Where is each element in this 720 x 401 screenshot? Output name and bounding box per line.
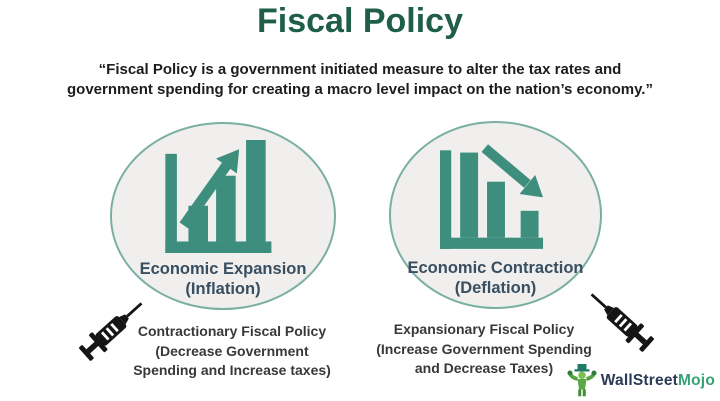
syringe-icon-left [79, 302, 143, 361]
contraction-label-line-2: (Deflation) [454, 279, 537, 297]
contractionary-caption: Contractionary Fiscal Policy (Decrease G… [103, 322, 361, 381]
economic-contraction-circle: Economic Contraction (Deflation) [389, 121, 602, 309]
expansion-label-line-2: (Inflation) [185, 280, 261, 298]
expansion-label: Economic Expansion (Inflation) [112, 259, 334, 299]
contraction-label: Economic Contraction (Deflation) [391, 258, 600, 298]
definition-quote: “Fiscal Policy is a government initiated… [20, 60, 700, 100]
contractionary-caption-line-3: Spending and Increase taxes) [133, 362, 331, 378]
logo-text: WallStreetMojo [601, 372, 715, 390]
logo-text-wallstreet: WallStreet [600, 371, 679, 389]
economic-expansion-circle: Economic Expansion (Inflation) [110, 122, 336, 310]
bar-chart-down-arrow-icon [439, 144, 543, 249]
contractionary-caption-line-2: (Decrease Government [155, 342, 309, 359]
expansionary-caption-line-1: Expansionary Fiscal Policy [393, 321, 575, 337]
quote-line-2: government spending for creating a macro… [67, 81, 653, 98]
contraction-label-line-1: Economic Contraction [407, 259, 584, 277]
wallstreetmojo-logo: WallStreetMojo [567, 364, 715, 397]
expansion-label-line-1: Economic Expansion [139, 260, 307, 278]
bar-chart-up-arrow-icon [165, 140, 272, 253]
expansionary-caption: Expansionary Fiscal Policy (Increase Gov… [358, 320, 610, 379]
expansionary-caption-line-2: (Increase Government Spending [376, 340, 592, 357]
syringe-icon-right [590, 293, 654, 352]
logo-text-mojo: Mojo [678, 371, 715, 389]
quote-line-1: “Fiscal Policy is a government initiated… [98, 61, 622, 78]
contractionary-caption-line-1: Contractionary Fiscal Policy [137, 323, 327, 339]
wallstreetmojo-mascot-icon [567, 364, 597, 397]
expansionary-caption-line-3: and Decrease Taxes) [414, 360, 554, 376]
page-title: Fiscal Policy [257, 2, 463, 40]
